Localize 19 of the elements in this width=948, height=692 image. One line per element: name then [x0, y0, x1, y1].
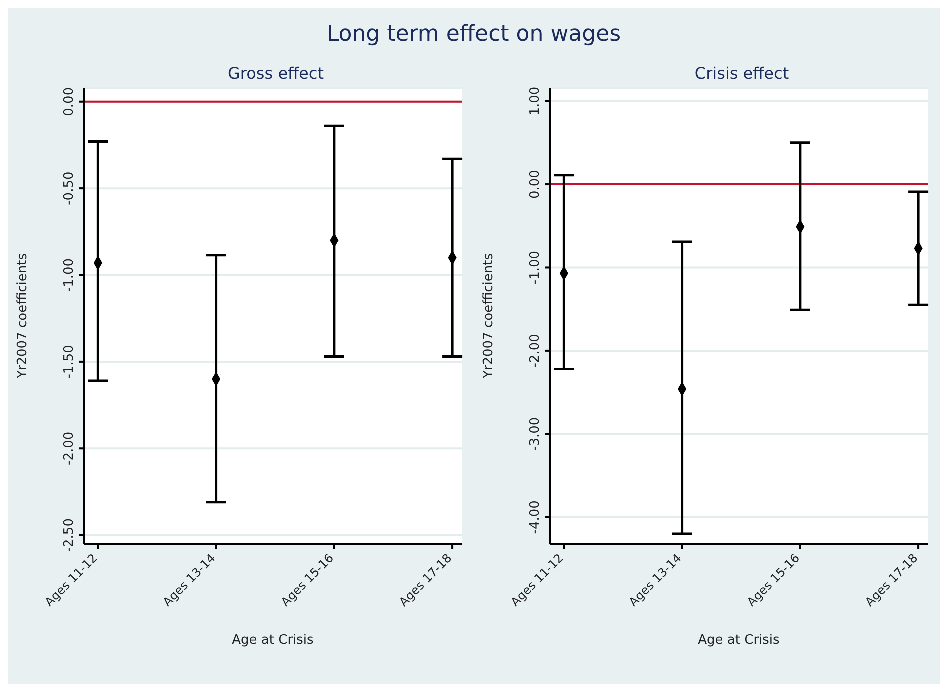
y-tick-label: -3.00 [528, 417, 543, 451]
y-tick-label: -2.50 [62, 518, 77, 552]
y-tick-label: -2.00 [62, 432, 77, 466]
y-tick-label: 1.00 [528, 86, 543, 116]
y-tick-label: -1.00 [528, 250, 543, 285]
y-axis-title: Yr2007 coefficients [482, 253, 497, 380]
chart-subtitle: Crisis effect [694, 64, 790, 84]
y-axis-title: Yr2007 coefficients [16, 253, 31, 380]
y-tick-label: 0.00 [528, 170, 543, 199]
chart-title: Long term effect on wages [326, 22, 622, 49]
x-axis-title: Age at Crisis [232, 633, 314, 648]
y-tick-label: 0.00 [62, 87, 77, 116]
y-tick-label: -2.00 [528, 334, 543, 368]
y-tick-label: -1.00 [62, 258, 77, 292]
y-tick-label: -0.50 [62, 172, 77, 206]
chart-subtitle: Gross effect [227, 64, 325, 84]
y-tick-label: -1.50 [62, 345, 77, 379]
x-axis-title: Age at Crisis [698, 633, 780, 648]
y-tick-label: -4.00 [528, 500, 543, 534]
